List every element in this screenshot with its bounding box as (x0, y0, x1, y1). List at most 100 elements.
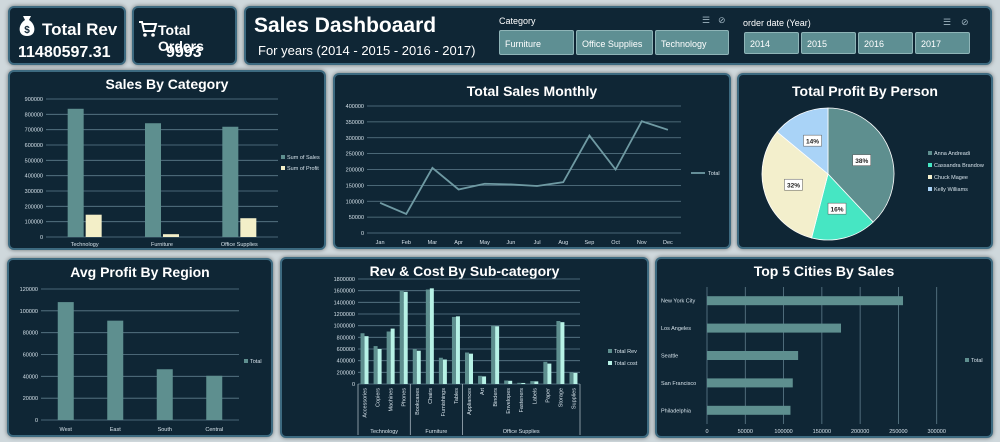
legend-entry: Chuck Magee (934, 175, 968, 181)
bar (573, 372, 578, 384)
pie-slice (776, 107, 829, 175)
y-tick-label: 800000 (337, 335, 355, 341)
top-5-cities-chart: 0 50000 100000 150000 200000 250000 300000 New … (661, 287, 983, 435)
bar (390, 328, 395, 384)
y-tick-label: 80000 (23, 331, 38, 337)
bar (560, 322, 565, 384)
bar (707, 405, 791, 415)
year-chip-2014[interactable]: 2014 (744, 32, 799, 54)
bar (364, 336, 369, 384)
y-tick-label: San Francisco (661, 381, 696, 387)
legend-swatch (608, 349, 612, 353)
clear-filter-icon[interactable]: ⊘ (961, 17, 969, 27)
y-tick-label: 300000 (25, 189, 43, 195)
y-tick-label: 150000 (346, 183, 364, 189)
top-5-cities-panel: Top 5 Cities By Sales 0 50000 100000 150000… (655, 257, 993, 438)
bar (163, 234, 179, 237)
kpi-total-orders-label: Total Orders (158, 22, 204, 54)
sales-by-category-panel: Sales By Category 0 100000 200000 300000 400… (8, 70, 326, 250)
bar (491, 325, 496, 384)
total-sales-monthly-chart: 0 50000 100000 150000 200000 250000 300000 3500… (346, 104, 720, 246)
year-chip-2015[interactable]: 2015 (801, 32, 856, 54)
group-label: Office Supplies (503, 429, 540, 435)
bar (495, 326, 500, 384)
y-tick-label: 0 (361, 231, 364, 237)
x-tick-label: Appliances (467, 388, 473, 415)
bar (478, 375, 483, 384)
shopping-cart-glyph (139, 21, 158, 37)
bar (707, 351, 799, 360)
year-chip-2017[interactable]: 2017 (915, 32, 970, 54)
x-tick-label: Oct (611, 240, 620, 246)
bar (403, 291, 408, 384)
x-tick-label: Labels (532, 388, 538, 404)
x-tick-label: Fasteners (519, 388, 525, 413)
legend-swatch (928, 187, 932, 191)
total-sales-monthly-panel: Total Sales Monthly 0 50000 100000 150000 20… (333, 73, 731, 249)
bar (386, 331, 391, 384)
bar (543, 361, 548, 384)
category-chip-office-supplies[interactable]: Office Supplies (576, 30, 653, 55)
x-tick-label: Dec (663, 240, 673, 246)
data-label: 38% (855, 158, 868, 165)
chart-title: Rev & Cost By Sub-category (369, 263, 560, 279)
y-tick-label: 0 (352, 382, 355, 388)
legend-swatch (965, 358, 969, 362)
bar (707, 378, 793, 388)
y-tick-label: 600000 (25, 143, 43, 149)
total-profit-by-person-chart: 38% 16% 32% 14% Anna Andreadi Cassandra Brand… (761, 107, 984, 241)
y-tick-label: Philadelphia (661, 408, 692, 414)
bar (67, 108, 84, 237)
data-label: 14% (806, 139, 819, 146)
legend-entry: Total cost (614, 361, 638, 367)
x-tick-label: Copiers (376, 388, 382, 407)
x-tick-label: Central (205, 427, 223, 433)
legend-entry: Total (971, 358, 983, 364)
x-tick-label: Office Supplies (221, 242, 258, 248)
multi-select-icon[interactable]: ☰ (702, 15, 711, 25)
x-tick-label: Furnishings (441, 388, 447, 417)
bar (504, 380, 509, 384)
bar (222, 126, 239, 237)
bar (107, 320, 124, 420)
bar (442, 359, 447, 384)
y-tick-label: 400000 (25, 174, 43, 180)
bar (521, 382, 526, 384)
bar (156, 369, 173, 420)
y-tick-label: 100000 (25, 220, 43, 226)
x-tick-label: Bookcases (415, 388, 421, 415)
x-tick-label: Art (480, 388, 486, 396)
x-tick-label: West (60, 427, 73, 433)
category-slicer-label: Category (499, 16, 536, 26)
y-tick-label: 0 (40, 235, 43, 241)
bar (556, 321, 561, 384)
category-chip-furniture[interactable]: Furniture (499, 30, 574, 55)
bar (425, 289, 430, 384)
x-tick-label: Mar (428, 240, 438, 246)
bar (530, 381, 535, 384)
legend-swatch (928, 163, 932, 167)
clear-filter-icon[interactable]: ⊘ (718, 15, 726, 25)
data-label-box (827, 202, 847, 215)
y-tick-label: 900000 (25, 97, 43, 103)
x-tick-label: Jul (534, 240, 541, 246)
x-tick-label: Binders (493, 388, 499, 407)
y-tick-label: 120000 (20, 287, 38, 293)
bar (412, 349, 417, 384)
bar (707, 323, 841, 333)
y-tick-label: 350000 (346, 120, 364, 126)
year-chip-2016[interactable]: 2016 (858, 32, 913, 54)
page-title: Sales Dashboaard (254, 14, 437, 37)
x-tick-label: Jan (376, 240, 385, 246)
y-tick-label: 1000000 (334, 324, 355, 330)
category-chip-technology[interactable]: Technology (655, 30, 729, 55)
y-tick-label: 100000 (20, 309, 38, 315)
y-tick-label: 20000 (23, 396, 38, 402)
x-tick-label: Furniture (151, 242, 173, 248)
avg-profit-by-region-panel: Avg Profit By Region 0 20000 40000 60000 800… (7, 258, 273, 437)
multi-select-icon[interactable]: ☰ (943, 17, 952, 27)
x-tick-label: Chairs (428, 388, 434, 404)
bar (451, 316, 456, 384)
x-tick-label: Apr (454, 240, 463, 246)
x-tick-label: Paper (545, 388, 551, 403)
